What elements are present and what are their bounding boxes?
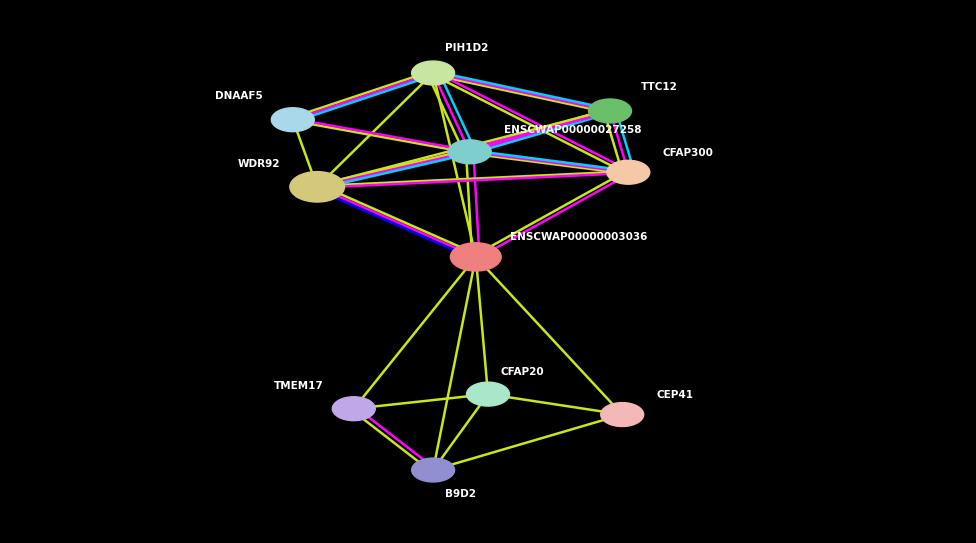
Ellipse shape: [589, 99, 631, 123]
Ellipse shape: [607, 160, 650, 184]
Ellipse shape: [271, 108, 314, 131]
Text: TTC12: TTC12: [640, 82, 677, 92]
Text: WDR92: WDR92: [238, 159, 281, 169]
Text: ENSCWAP00000003036: ENSCWAP00000003036: [510, 232, 647, 242]
Ellipse shape: [448, 140, 491, 164]
Ellipse shape: [412, 61, 455, 85]
Text: B9D2: B9D2: [445, 489, 476, 498]
Text: CFAP20: CFAP20: [501, 367, 544, 377]
Ellipse shape: [412, 458, 455, 482]
Ellipse shape: [290, 172, 345, 202]
Ellipse shape: [600, 402, 644, 426]
Ellipse shape: [332, 397, 375, 421]
Text: ENSCWAP00000027258: ENSCWAP00000027258: [504, 125, 641, 135]
Text: CFAP300: CFAP300: [663, 148, 713, 157]
Text: CEP41: CEP41: [657, 390, 693, 400]
Ellipse shape: [451, 243, 502, 271]
Text: TMEM17: TMEM17: [273, 381, 323, 391]
Text: PIH1D2: PIH1D2: [445, 42, 489, 53]
Text: DNAAF5: DNAAF5: [215, 91, 263, 101]
Ellipse shape: [467, 382, 509, 406]
